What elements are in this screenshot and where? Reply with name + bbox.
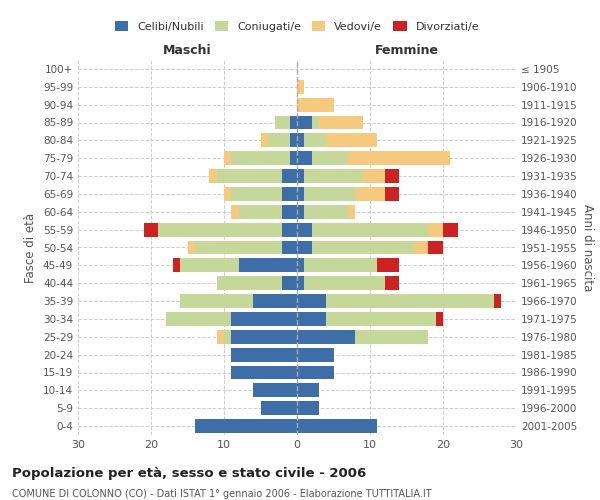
Bar xyxy=(217,330,224,344)
Bar xyxy=(297,98,334,112)
Bar xyxy=(297,348,334,362)
Bar xyxy=(297,80,304,94)
Bar xyxy=(326,312,436,326)
Bar xyxy=(428,222,443,236)
Bar xyxy=(232,205,239,219)
Text: Femmine: Femmine xyxy=(374,44,439,58)
Legend: Celibi/Nubili, Coniugati/e, Vedovi/e, Divorziati/e: Celibi/Nubili, Coniugati/e, Vedovi/e, Di… xyxy=(110,17,484,36)
Bar xyxy=(348,151,450,165)
Bar xyxy=(385,276,399,290)
Bar xyxy=(297,187,304,201)
Bar xyxy=(232,151,290,165)
Bar xyxy=(224,187,232,201)
Bar xyxy=(414,240,428,254)
Bar xyxy=(180,258,239,272)
Bar xyxy=(355,330,428,344)
Bar xyxy=(187,240,195,254)
Bar xyxy=(260,134,268,147)
Y-axis label: Anni di nascita: Anni di nascita xyxy=(581,204,594,291)
Bar xyxy=(304,134,326,147)
Bar xyxy=(297,205,304,219)
Bar xyxy=(297,134,304,147)
Bar xyxy=(283,276,297,290)
Bar xyxy=(326,294,494,308)
Bar xyxy=(297,330,355,344)
Bar xyxy=(253,294,297,308)
Bar xyxy=(311,116,319,130)
Bar xyxy=(311,151,348,165)
Bar xyxy=(209,169,217,183)
Bar xyxy=(297,366,334,380)
Bar xyxy=(304,187,355,201)
Bar xyxy=(232,312,297,326)
Bar xyxy=(173,258,180,272)
Bar xyxy=(348,205,355,219)
Text: Maschi: Maschi xyxy=(163,44,212,58)
Bar xyxy=(326,134,377,147)
Bar xyxy=(297,276,304,290)
Bar xyxy=(443,222,458,236)
Bar xyxy=(304,205,348,219)
Bar xyxy=(311,222,428,236)
Bar xyxy=(283,187,297,201)
Bar xyxy=(232,330,297,344)
Bar xyxy=(494,294,502,308)
Bar xyxy=(180,294,253,308)
Bar xyxy=(232,187,283,201)
Bar xyxy=(297,258,304,272)
Bar xyxy=(297,116,311,130)
Bar xyxy=(311,240,414,254)
Bar xyxy=(283,169,297,183)
Bar xyxy=(304,169,362,183)
Bar xyxy=(268,134,290,147)
Bar xyxy=(195,419,297,433)
Bar xyxy=(385,187,399,201)
Bar xyxy=(362,169,385,183)
Bar xyxy=(283,205,297,219)
Bar xyxy=(224,330,232,344)
Y-axis label: Fasce di età: Fasce di età xyxy=(25,212,37,282)
Bar xyxy=(385,169,399,183)
Bar xyxy=(224,151,232,165)
Bar xyxy=(297,401,319,415)
Bar xyxy=(319,116,362,130)
Bar xyxy=(290,116,297,130)
Bar xyxy=(275,116,290,130)
Bar xyxy=(297,294,326,308)
Text: Popolazione per età, sesso e stato civile - 2006: Popolazione per età, sesso e stato civil… xyxy=(12,468,366,480)
Bar xyxy=(297,222,311,236)
Bar xyxy=(297,419,377,433)
Bar xyxy=(166,312,232,326)
Bar xyxy=(436,312,443,326)
Bar xyxy=(232,348,297,362)
Bar xyxy=(232,366,297,380)
Bar xyxy=(290,134,297,147)
Bar xyxy=(290,151,297,165)
Bar xyxy=(158,222,283,236)
Bar xyxy=(195,240,283,254)
Bar xyxy=(217,169,283,183)
Bar xyxy=(304,258,377,272)
Bar xyxy=(428,240,443,254)
Bar xyxy=(239,205,283,219)
Bar xyxy=(355,187,385,201)
Bar xyxy=(297,384,319,398)
Bar xyxy=(297,169,304,183)
Bar xyxy=(297,151,311,165)
Bar xyxy=(144,222,158,236)
Bar xyxy=(297,312,326,326)
Bar xyxy=(283,222,297,236)
Text: COMUNE DI COLONNO (CO) - Dati ISTAT 1° gennaio 2006 - Elaborazione TUTTITALIA.IT: COMUNE DI COLONNO (CO) - Dati ISTAT 1° g… xyxy=(12,489,431,499)
Bar xyxy=(260,401,297,415)
Bar xyxy=(304,276,385,290)
Bar xyxy=(239,258,297,272)
Bar xyxy=(253,384,297,398)
Bar xyxy=(283,240,297,254)
Bar xyxy=(217,276,283,290)
Bar xyxy=(297,240,311,254)
Bar xyxy=(377,258,399,272)
